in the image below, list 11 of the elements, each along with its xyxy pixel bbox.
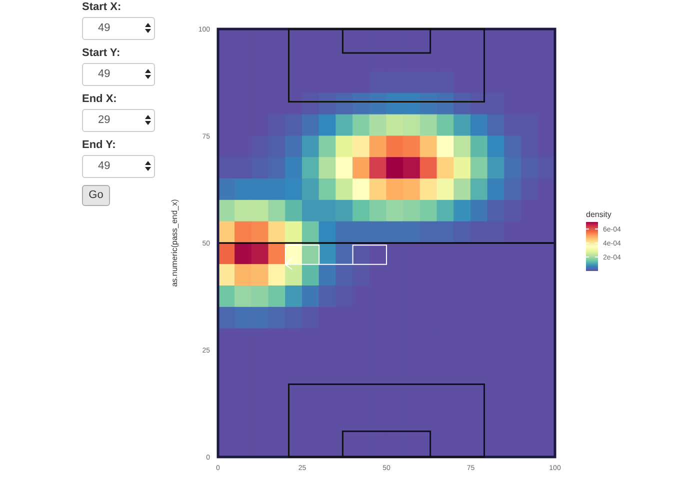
number-field: 49 (82, 17, 155, 40)
text: Start X: (82, 1, 122, 13)
number-field: 29 (82, 109, 155, 132)
button: Go (82, 185, 110, 206)
text: Start Y: (82, 47, 120, 59)
number-field: 49 (82, 63, 155, 86)
color-bar-title: density (586, 210, 612, 219)
text: End Y: (82, 139, 116, 151)
text: End X: (82, 93, 117, 105)
y-axis-title: as.numeric(pass_end_x) (170, 198, 179, 287)
number-field: 49 (82, 155, 155, 178)
